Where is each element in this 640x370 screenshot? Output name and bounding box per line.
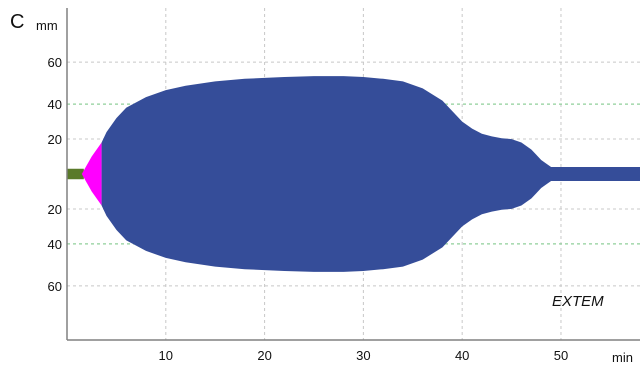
x-tick-label-30: 30 <box>356 348 370 363</box>
y-axis-unit: mm <box>36 18 58 33</box>
tick-labels: 10 20 30 40 50 60 40 20 20 40 60 <box>48 55 569 363</box>
y-tick-label-lower-20: 20 <box>48 202 62 217</box>
grid-lines <box>67 8 640 340</box>
y-tick-label-upper-60: 60 <box>48 55 62 70</box>
y-tick-label-lower-60: 60 <box>48 279 62 294</box>
baseline-trace <box>67 168 84 180</box>
trace-label: EXTEM <box>552 293 604 310</box>
y-tick-label-lower-40: 40 <box>48 237 62 252</box>
initial-segment-area <box>81 142 102 206</box>
y-tick-label-upper-40: 40 <box>48 97 62 112</box>
axes <box>66 8 640 341</box>
trace-area <box>67 76 640 272</box>
x-axis-unit: min <box>612 350 633 365</box>
main-trace-area <box>101 76 640 272</box>
x-tick-label-50: 50 <box>554 348 568 363</box>
x-tick-label-40: 40 <box>455 348 469 363</box>
x-tick-label-20: 20 <box>257 348 271 363</box>
x-tick-label-10: 10 <box>159 348 173 363</box>
y-tick-label-upper-20: 20 <box>48 132 62 147</box>
panel-label: C <box>10 11 24 33</box>
